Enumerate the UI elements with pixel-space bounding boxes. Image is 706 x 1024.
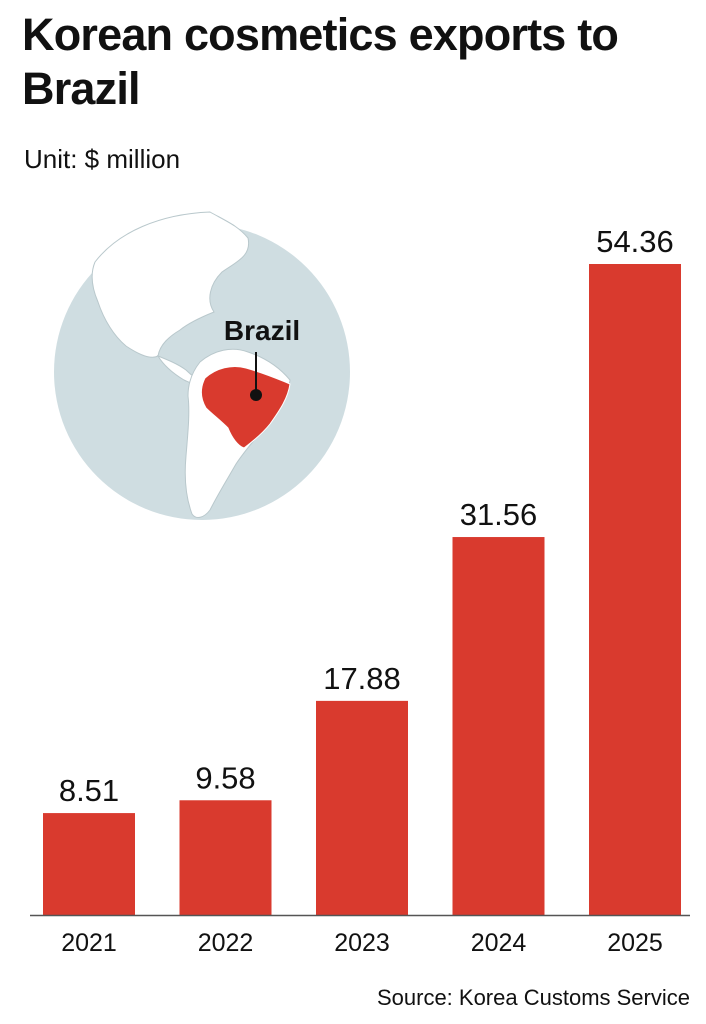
bar-2023 xyxy=(316,700,408,915)
value-labels: 8.51 9.58 17.88 31.56 54.36 xyxy=(59,224,674,808)
chart-title: Korean cosmetics exports to Brazil xyxy=(22,9,619,114)
bar-2022 xyxy=(179,800,272,915)
brazil-highlight xyxy=(200,365,291,449)
value-label-2021: 8.51 xyxy=(59,773,119,808)
map-label: Brazil xyxy=(224,315,300,346)
value-label-2022: 9.58 xyxy=(195,760,255,795)
value-label-2025: 54.36 xyxy=(596,224,674,259)
tick-label-2023: 2023 xyxy=(334,929,390,957)
globe-map: Brazil xyxy=(54,211,350,520)
bar-2025 xyxy=(589,264,681,915)
bar-2024 xyxy=(452,537,545,915)
value-label-2023: 17.88 xyxy=(323,661,401,696)
tick-label-2021: 2021 xyxy=(61,929,117,957)
bar-series xyxy=(43,264,681,915)
map-pointer-dot xyxy=(250,389,262,401)
tick-label-2024: 2024 xyxy=(471,929,527,957)
bar-2021 xyxy=(43,813,135,915)
value-label-2024: 31.56 xyxy=(460,497,538,532)
tick-label-2025: 2025 xyxy=(607,929,663,957)
tick-label-2022: 2022 xyxy=(198,929,254,957)
unit-label: Unit: $ million xyxy=(24,144,181,174)
north-america-land xyxy=(91,211,250,358)
source-note: Source: Korea Customs Service xyxy=(376,985,690,1010)
x-axis-tick-labels: 2021 2022 2023 2024 2025 xyxy=(61,929,663,957)
